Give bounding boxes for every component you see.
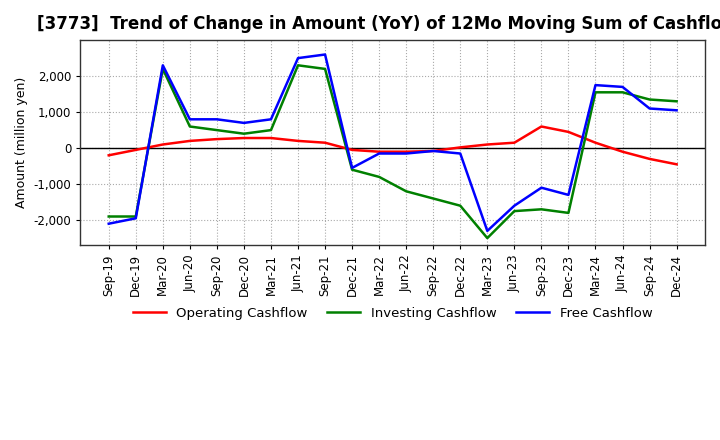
Free Cashflow — [348, 165, 356, 171]
Operating Cashflow — [483, 142, 492, 147]
Investing Cashflow — [132, 214, 140, 219]
Investing Cashflow — [294, 62, 302, 68]
Line: Free Cashflow: Free Cashflow — [109, 55, 677, 231]
Investing Cashflow — [618, 90, 627, 95]
Investing Cashflow — [375, 174, 384, 180]
Operating Cashflow — [456, 145, 464, 150]
Investing Cashflow — [510, 209, 518, 214]
Investing Cashflow — [186, 124, 194, 129]
Free Cashflow — [266, 117, 275, 122]
Free Cashflow — [591, 82, 600, 88]
Free Cashflow — [158, 62, 167, 68]
Investing Cashflow — [483, 235, 492, 241]
Investing Cashflow — [212, 128, 221, 133]
Investing Cashflow — [266, 128, 275, 133]
Investing Cashflow — [158, 66, 167, 72]
Operating Cashflow — [402, 149, 410, 154]
Investing Cashflow — [645, 97, 654, 102]
Operating Cashflow — [158, 142, 167, 147]
Investing Cashflow — [537, 207, 546, 212]
Investing Cashflow — [564, 210, 572, 216]
Free Cashflow — [672, 108, 681, 113]
Free Cashflow — [483, 228, 492, 234]
Operating Cashflow — [320, 140, 329, 145]
Operating Cashflow — [186, 138, 194, 143]
Operating Cashflow — [591, 140, 600, 145]
Investing Cashflow — [240, 131, 248, 136]
Operating Cashflow — [618, 149, 627, 154]
Free Cashflow — [456, 151, 464, 156]
Operating Cashflow — [645, 156, 654, 161]
Operating Cashflow — [375, 149, 384, 154]
Operating Cashflow — [294, 138, 302, 143]
Free Cashflow — [186, 117, 194, 122]
Free Cashflow — [320, 52, 329, 57]
Free Cashflow — [240, 120, 248, 125]
Investing Cashflow — [104, 214, 113, 219]
Investing Cashflow — [320, 66, 329, 72]
Investing Cashflow — [591, 90, 600, 95]
Investing Cashflow — [402, 189, 410, 194]
Free Cashflow — [375, 151, 384, 156]
Operating Cashflow — [266, 136, 275, 141]
Free Cashflow — [645, 106, 654, 111]
Operating Cashflow — [240, 136, 248, 141]
Free Cashflow — [132, 216, 140, 221]
Free Cashflow — [618, 84, 627, 90]
Y-axis label: Amount (million yen): Amount (million yen) — [15, 77, 28, 208]
Free Cashflow — [537, 185, 546, 191]
Investing Cashflow — [348, 167, 356, 172]
Free Cashflow — [402, 151, 410, 156]
Title: [3773]  Trend of Change in Amount (YoY) of 12Mo Moving Sum of Cashflows: [3773] Trend of Change in Amount (YoY) o… — [37, 15, 720, 33]
Free Cashflow — [294, 55, 302, 61]
Investing Cashflow — [672, 99, 681, 104]
Operating Cashflow — [537, 124, 546, 129]
Operating Cashflow — [510, 140, 518, 145]
Free Cashflow — [212, 117, 221, 122]
Operating Cashflow — [348, 147, 356, 153]
Operating Cashflow — [429, 148, 438, 154]
Free Cashflow — [510, 203, 518, 209]
Free Cashflow — [104, 221, 113, 226]
Operating Cashflow — [672, 161, 681, 167]
Line: Investing Cashflow: Investing Cashflow — [109, 65, 677, 238]
Free Cashflow — [429, 148, 438, 154]
Operating Cashflow — [564, 129, 572, 135]
Legend: Operating Cashflow, Investing Cashflow, Free Cashflow: Operating Cashflow, Investing Cashflow, … — [127, 301, 658, 325]
Investing Cashflow — [456, 203, 464, 209]
Free Cashflow — [564, 192, 572, 198]
Operating Cashflow — [104, 153, 113, 158]
Operating Cashflow — [212, 136, 221, 142]
Investing Cashflow — [429, 196, 438, 201]
Operating Cashflow — [132, 147, 140, 153]
Line: Operating Cashflow: Operating Cashflow — [109, 127, 677, 164]
